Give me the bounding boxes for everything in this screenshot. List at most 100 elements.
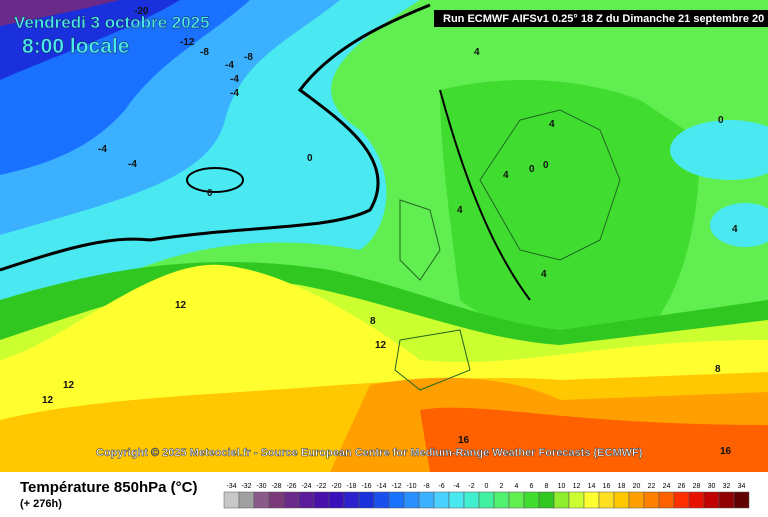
legend-label: -34	[226, 483, 236, 490]
legend-swatch	[583, 491, 600, 509]
time: 8:00 locale	[22, 35, 129, 58]
legend-label: 14	[588, 483, 596, 490]
contour-label: 8	[715, 364, 721, 375]
contour-label: -8	[244, 52, 253, 63]
legend-swatch	[523, 491, 540, 509]
run-info: Run ECMWF AIFSv1 0.25° 18 Z du Dimanche …	[443, 13, 764, 25]
contour-label: 0	[207, 188, 213, 199]
date: Vendredi 3 octobre 2025	[14, 13, 210, 32]
footer-subtitle: (+ 276h)	[20, 498, 62, 510]
legend-swatch	[433, 491, 450, 509]
legend-swatch	[223, 491, 240, 509]
legend-swatch	[658, 491, 675, 509]
legend-label: -2	[468, 483, 474, 490]
legend-label: -24	[301, 483, 311, 490]
contour-label: 12	[63, 380, 75, 391]
legend-label: 8	[545, 483, 549, 490]
legend-swatch	[568, 491, 585, 509]
legend-label: -28	[271, 483, 281, 490]
legend-swatch	[358, 491, 375, 509]
contour-label: 4	[503, 170, 509, 181]
legend-swatch	[463, 491, 480, 509]
legend-swatch	[673, 491, 690, 509]
legend-label: 0	[485, 483, 489, 490]
legend-label: -26	[286, 483, 296, 490]
copyright: Copyright © 2025 Meteociel.fr - Source E…	[96, 447, 643, 459]
legend-label: -14	[376, 483, 386, 490]
footer-title: Température 850hPa (°C)	[20, 479, 197, 496]
legend-label: -12	[391, 483, 401, 490]
legend-label: 34	[738, 483, 746, 490]
legend-swatch	[718, 491, 735, 509]
legend-swatch	[253, 491, 270, 509]
legend-label: -16	[361, 483, 371, 490]
legend-label: 10	[558, 483, 566, 490]
legend-swatch	[643, 491, 660, 509]
legend-swatch	[613, 491, 630, 509]
legend-swatch	[418, 491, 435, 509]
legend-swatch	[388, 491, 405, 509]
legend-swatch	[478, 491, 495, 509]
legend-label: -30	[256, 483, 266, 490]
contour-label: -20	[134, 6, 149, 17]
legend-swatch	[373, 491, 390, 509]
contour-label: 8	[370, 316, 376, 327]
legend-label: 4	[515, 483, 519, 490]
legend-swatch	[448, 491, 465, 509]
run-banner	[434, 10, 768, 27]
contour-label: 4	[732, 224, 738, 235]
legend-swatch	[298, 491, 315, 509]
legend-label: 20	[633, 483, 641, 490]
legend-label: 18	[618, 483, 626, 490]
legend-swatch	[283, 491, 300, 509]
contour-label: 0	[529, 164, 535, 175]
legend-label: 2	[500, 483, 504, 490]
legend-swatch	[598, 491, 615, 509]
contour-label: 12	[375, 340, 387, 351]
legend-swatch	[328, 491, 345, 509]
legend-swatch	[508, 491, 525, 509]
legend-label: 26	[678, 483, 686, 490]
legend-label: 12	[573, 483, 581, 490]
legend-label: -8	[423, 483, 429, 490]
contour-label: 0	[307, 153, 313, 164]
contour-label: 12	[42, 395, 54, 406]
legend-label: -4	[453, 483, 459, 490]
contour-label: -4	[225, 60, 234, 71]
map: -20 -12 -8 -8 -4 -4 -4 -4 -4 0 0 4 4 4 0…	[0, 0, 768, 472]
contour-label: 4	[457, 205, 463, 216]
contour-label: -8	[200, 47, 209, 58]
legend: -34 -32 -30 -28 -26 -24 -22 -20 -18 -16 -14 -12 -10-…	[223, 483, 750, 509]
legend-label: 22	[648, 483, 656, 490]
legend-swatch	[538, 491, 555, 509]
legend-swatch	[553, 491, 570, 509]
legend-label: -10	[406, 483, 416, 490]
legend-label: 16	[603, 483, 611, 490]
legend-label: -32	[241, 483, 251, 490]
legend-label: -20	[331, 483, 341, 490]
legend-swatch	[703, 491, 720, 509]
legend-swatch	[313, 491, 330, 509]
contour-label: 4	[474, 47, 480, 58]
legend-swatch	[493, 491, 510, 509]
contour-label: -4	[230, 88, 239, 99]
legend-swatch	[403, 491, 420, 509]
legend-label: -18	[346, 483, 356, 490]
contour-label: 4	[541, 269, 547, 280]
contour-label: -4	[98, 144, 107, 155]
contour-label: 16	[720, 446, 732, 457]
legend-label: 6	[530, 483, 534, 490]
legend-swatch	[688, 491, 705, 509]
legend-label: 32	[723, 483, 731, 490]
contour-label: 0	[543, 160, 549, 171]
contour-label: 4	[549, 119, 555, 130]
contour-label: 16	[458, 435, 470, 446]
legend-swatch	[238, 491, 255, 509]
legend-swatch	[343, 491, 360, 509]
legend-label: 24	[663, 483, 671, 490]
legend-swatch	[628, 491, 645, 509]
legend-label: 28	[693, 483, 701, 490]
legend-swatch	[268, 491, 285, 509]
legend-label: -6	[438, 483, 444, 490]
